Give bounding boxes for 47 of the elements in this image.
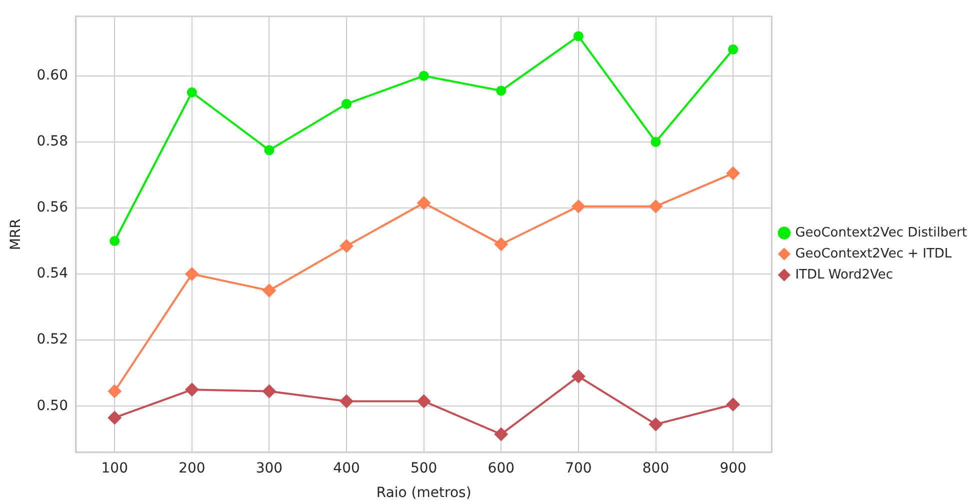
point — [416, 394, 431, 408]
point — [573, 31, 584, 42]
x-tick-label: 600 — [488, 460, 515, 476]
point — [342, 98, 352, 109]
point — [648, 199, 663, 214]
y-tick-label: 0.50 — [36, 398, 68, 414]
point — [726, 398, 740, 412]
point — [418, 70, 429, 81]
y-axis-title: MRR — [8, 218, 24, 250]
legend-label: GeoContext2Vec + ITDL — [795, 246, 952, 262]
point — [340, 394, 354, 408]
point — [571, 199, 586, 214]
point — [416, 196, 431, 210]
point — [108, 410, 122, 425]
point — [496, 86, 506, 96]
point — [262, 384, 276, 398]
y-tick-label: 0.52 — [36, 332, 68, 348]
x-tick-label: 300 — [256, 460, 283, 476]
legend-label: GeoContext2Vec Distilbert — [795, 225, 968, 240]
legend-label: ITDL Word2Vec — [795, 267, 894, 282]
y-tick-label: 0.60 — [36, 67, 68, 84]
point — [184, 267, 199, 282]
point — [186, 87, 197, 98]
point — [648, 417, 663, 432]
x-tick-label: 500 — [410, 460, 438, 476]
x-tick-label: 100 — [101, 460, 128, 476]
point — [184, 382, 199, 397]
point — [494, 237, 508, 252]
point — [108, 384, 122, 398]
x-tick-label: 900 — [720, 460, 746, 476]
x-tick-label: 700 — [565, 460, 592, 476]
point — [494, 427, 508, 442]
point — [571, 369, 586, 384]
point — [262, 284, 276, 298]
x-tick-label: 200 — [178, 460, 206, 476]
point — [726, 166, 740, 180]
x-axis-title: Raio (metros) — [376, 485, 472, 502]
y-tick-label: 0.56 — [36, 200, 68, 216]
point — [340, 238, 354, 253]
y-tick-label: 0.58 — [36, 134, 68, 150]
x-tick-label: 400 — [333, 460, 360, 476]
x-tick-label: 800 — [642, 460, 670, 476]
point — [264, 145, 274, 156]
point — [728, 44, 738, 54]
point — [650, 136, 661, 147]
y-tick-label: 0.54 — [36, 266, 68, 282]
point — [110, 236, 120, 246]
